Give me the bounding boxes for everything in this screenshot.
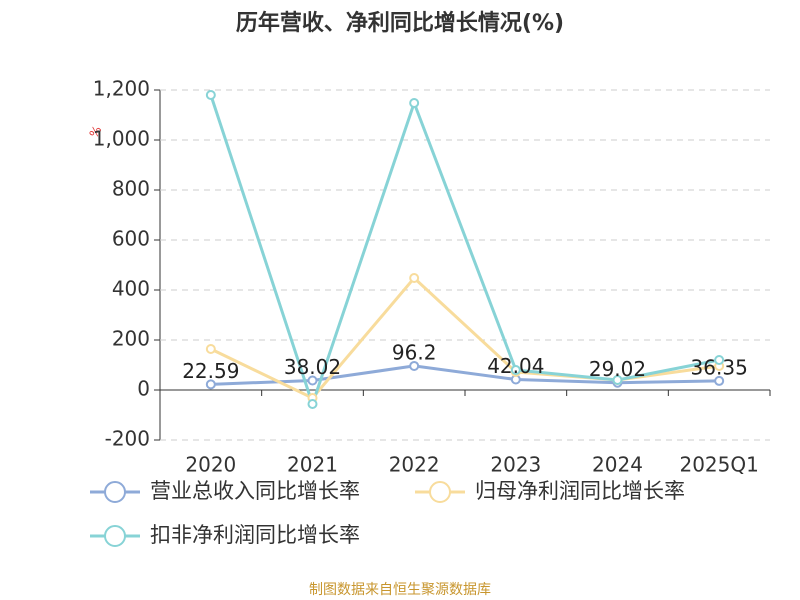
legend-label: 营业总收入同比增长率 (150, 479, 360, 503)
x-tick-label: 2022 (389, 453, 440, 477)
data-point (307, 399, 318, 409)
data-label: 38.02 (284, 355, 341, 379)
y-tick-label: 600 (112, 227, 150, 251)
y-tick-label: 0 (137, 377, 150, 401)
series-line (210, 364, 720, 386)
y-tick-label: -200 (105, 427, 150, 451)
x-tick-label: 2020 (185, 453, 236, 477)
legend-marker (104, 525, 126, 547)
y-tick-label: 200 (112, 327, 150, 351)
data-label: 22.59 (182, 359, 239, 383)
data-point (409, 98, 420, 108)
data-label: 29.02 (589, 357, 646, 381)
data-label: 96.2 (392, 340, 437, 364)
y-tick-label: 400 (112, 277, 150, 301)
data-point (714, 355, 725, 365)
data-point (612, 375, 623, 385)
chart-title: 历年营收、净利同比增长情况(%) (236, 10, 564, 36)
data-point (307, 375, 318, 386)
source-note: 制图数据来自恒生聚源数据库 (309, 582, 491, 598)
data-point (205, 379, 216, 390)
data-point (409, 360, 420, 371)
data-point (205, 344, 216, 354)
series-line (209, 94, 720, 409)
legend-label: 扣非净利润同比增长率 (150, 523, 360, 547)
legend-marker (429, 481, 451, 503)
x-tick-label: 2024 (592, 453, 643, 477)
x-tick-label: 2021 (287, 453, 338, 477)
legend-marker (104, 481, 126, 503)
x-tick-label: 2023 (490, 453, 541, 477)
data-label: 36.35 (691, 355, 748, 379)
data-point (714, 375, 725, 386)
y-tick-label: 800 (112, 177, 150, 201)
data-point (409, 273, 420, 283)
data-label: 42.04 (487, 354, 544, 378)
y-tick-label: 1,200 (93, 77, 150, 101)
x-tick-label: 2025Q1 (679, 453, 758, 477)
data-point (510, 365, 521, 375)
y-tick-label: 1,000 (93, 127, 150, 151)
legend-label: 归母净利润同比增长率 (475, 479, 685, 503)
data-point (205, 90, 216, 100)
